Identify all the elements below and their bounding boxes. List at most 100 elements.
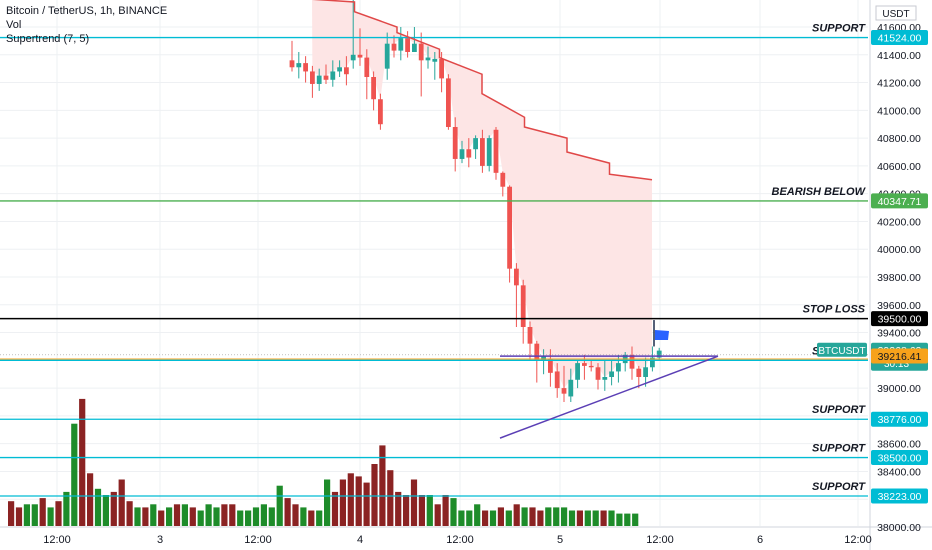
volume-bar (158, 510, 165, 526)
candle-body[interactable] (391, 43, 397, 51)
candle-body[interactable] (350, 54, 356, 61)
candle-body[interactable] (473, 138, 478, 150)
candle-body[interactable] (412, 43, 417, 52)
candle-body[interactable] (446, 78, 451, 127)
candle-body[interactable] (452, 127, 458, 159)
level-label-1: BEARISH BELOW (772, 186, 867, 198)
level-label-4: SUPPORT (812, 404, 866, 416)
candle-body[interactable] (534, 343, 540, 361)
candle-body[interactable] (561, 388, 567, 394)
volume-bar (260, 504, 267, 526)
candle-body[interactable] (398, 38, 404, 51)
candle-body[interactable] (616, 363, 621, 372)
candle-body[interactable] (520, 285, 526, 327)
candle-body[interactable] (554, 371, 560, 389)
candle-body[interactable] (548, 358, 553, 373)
volume-bar (15, 507, 23, 526)
price-tick-10: 40000.00 (877, 244, 921, 256)
candle-body[interactable] (486, 138, 492, 166)
price-tick-3: 38600.00 (877, 439, 921, 451)
level-tag-1-bg (871, 193, 928, 209)
candle-body[interactable] (418, 43, 424, 61)
volume-bar (545, 507, 552, 526)
volume-bar (118, 479, 125, 526)
volume-bar (537, 510, 544, 526)
candle-body[interactable] (636, 368, 642, 377)
candle-body[interactable] (439, 58, 444, 79)
price-tick-15: 41000.00 (877, 105, 921, 117)
candle-body[interactable] (323, 75, 329, 80)
volume-bar (474, 504, 481, 526)
volume-bar (347, 473, 354, 526)
time-axis[interactable]: 12:00 3 12:00 4 12:00 5 12:00 6 12:00 (43, 534, 872, 546)
candle-body[interactable] (575, 363, 580, 380)
price-tick-9: 39800.00 (877, 272, 921, 284)
candle-body[interactable] (310, 71, 315, 84)
supertrend-price-tag: 39216.41 (878, 351, 922, 363)
candle-body[interactable] (296, 63, 302, 68)
candle-body[interactable] (650, 357, 655, 368)
candle-body[interactable] (588, 365, 594, 368)
symbol-title[interactable]: Bitcoin / TetherUS, 1h, BINANCE (6, 5, 168, 17)
volume-bar (513, 504, 520, 526)
candle-body[interactable] (595, 367, 601, 380)
time-label-8: 12:00 (844, 534, 872, 546)
volume-bar (189, 507, 196, 526)
candle-body[interactable] (514, 268, 519, 286)
candle-body[interactable] (582, 363, 587, 366)
price-tick-14: 40800.00 (877, 133, 921, 145)
candle-body[interactable] (330, 71, 336, 80)
candle-body[interactable] (643, 367, 648, 377)
volume-bar (395, 491, 402, 526)
volume-bar (252, 507, 260, 526)
candle-body[interactable] (344, 67, 349, 75)
supertrend-indicator-label[interactable]: Supertrend (7, 5) (6, 33, 90, 45)
currency-box[interactable] (875, 5, 917, 21)
volume-bar (47, 507, 54, 526)
candle-body[interactable] (493, 129, 499, 173)
candle-body[interactable] (425, 57, 431, 61)
candle-body[interactable] (480, 138, 485, 166)
candle-body[interactable] (609, 371, 614, 377)
candle-body[interactable] (371, 77, 376, 100)
candle-body[interactable] (432, 58, 438, 62)
candle-body[interactable] (459, 149, 465, 159)
horizontal-levels[interactable]: SUPPORT BEARISH BELOW STOP LOSS SUPPORT SUPP… (0, 0, 868, 497)
candle-body[interactable] (316, 75, 322, 84)
candle-body[interactable] (629, 354, 635, 369)
candle-body[interactable] (568, 379, 574, 397)
supertrend-line (312, 0, 653, 181)
candle-body[interactable] (500, 172, 506, 187)
candle-body[interactable] (289, 60, 295, 68)
flag-icon[interactable] (653, 320, 669, 347)
time-label-0: 12:00 (43, 534, 71, 546)
price-tick-17: 41400.00 (877, 50, 921, 62)
candle-body[interactable] (303, 63, 308, 72)
volume-indicator-label[interactable]: Vol (6, 19, 22, 31)
candle-body[interactable] (357, 54, 363, 58)
candle-body[interactable] (337, 67, 342, 72)
triangle-pattern[interactable] (499, 355, 719, 439)
candle-body[interactable] (507, 186, 512, 269)
volume-bar (505, 510, 512, 526)
volume-bar (197, 510, 204, 526)
candle-body[interactable] (378, 99, 383, 125)
volume-bar (632, 513, 639, 526)
volume-bar (71, 423, 78, 526)
candle-body[interactable] (466, 149, 472, 158)
triangle-lower-line[interactable] (499, 355, 719, 439)
volume-bar (8, 501, 15, 526)
candle-body[interactable] (527, 327, 533, 344)
symbol-tag-label: BTCUSDT (818, 346, 865, 357)
candle-body[interactable] (364, 57, 370, 77)
volume-bar (371, 464, 378, 526)
candle-body[interactable] (602, 377, 608, 380)
candle-body[interactable] (541, 356, 546, 361)
candle-body[interactable] (384, 43, 390, 69)
volume-bar (339, 479, 346, 526)
candle-body[interactable] (405, 38, 410, 52)
candle-body[interactable] (656, 350, 662, 358)
volume-bar (94, 488, 102, 526)
